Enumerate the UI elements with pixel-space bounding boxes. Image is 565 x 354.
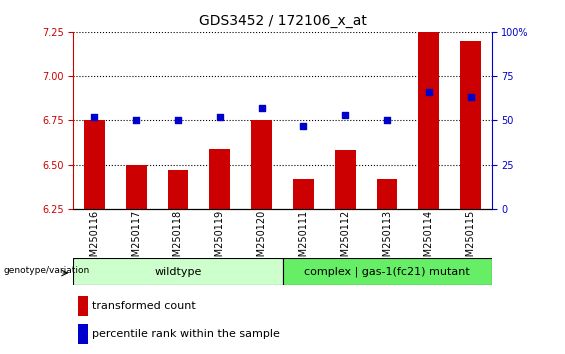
- Bar: [73, 258, 282, 285]
- Point: [257, 105, 266, 111]
- Bar: [84, 120, 105, 209]
- Text: percentile rank within the sample: percentile rank within the sample: [92, 329, 280, 339]
- Point: [132, 118, 141, 123]
- Text: genotype/variation: genotype/variation: [4, 266, 90, 275]
- Bar: [282, 258, 492, 285]
- Bar: [251, 120, 272, 209]
- Text: complex | gas-1(fc21) mutant: complex | gas-1(fc21) mutant: [304, 267, 470, 277]
- Text: transformed count: transformed count: [92, 301, 196, 311]
- Point: [466, 95, 475, 100]
- Point: [299, 123, 308, 129]
- Bar: [77, 324, 88, 344]
- Point: [341, 112, 350, 118]
- Point: [173, 118, 182, 123]
- Bar: [167, 170, 189, 209]
- Bar: [418, 32, 440, 209]
- Bar: [334, 150, 356, 209]
- Bar: [460, 41, 481, 209]
- Bar: [377, 179, 398, 209]
- Bar: [125, 165, 147, 209]
- Title: GDS3452 / 172106_x_at: GDS3452 / 172106_x_at: [198, 14, 367, 28]
- Point: [383, 118, 392, 123]
- Point: [215, 114, 224, 120]
- Bar: [293, 179, 314, 209]
- Point: [90, 114, 99, 120]
- Bar: [77, 296, 88, 316]
- Point: [424, 89, 433, 95]
- Bar: [209, 149, 231, 209]
- Text: wildtype: wildtype: [154, 267, 202, 277]
